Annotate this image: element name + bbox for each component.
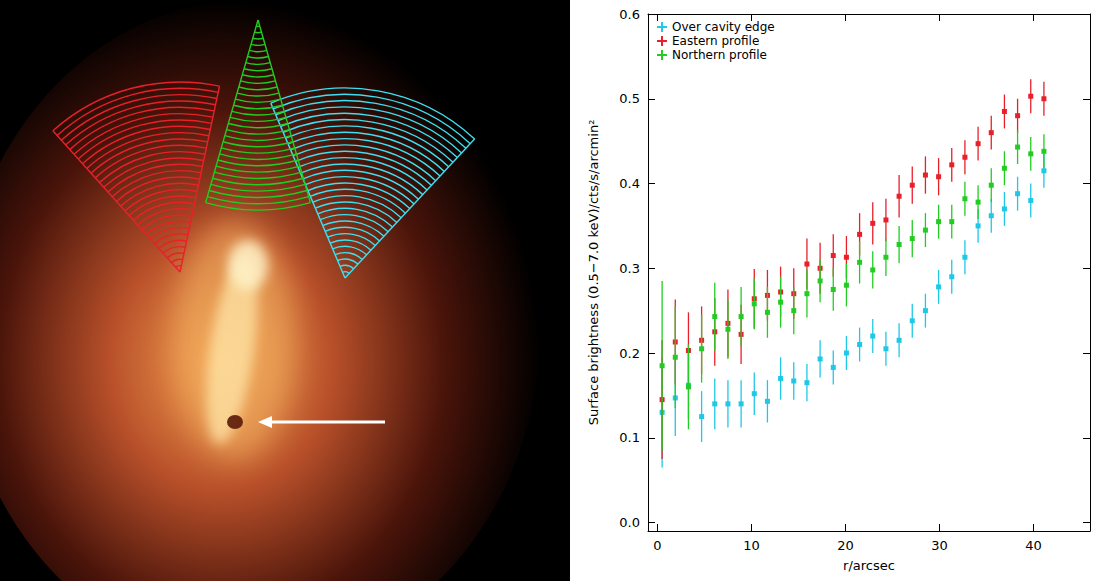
svg-text:40: 40 [1025, 538, 1042, 553]
svg-text:0.6: 0.6 [619, 7, 640, 22]
svg-text:Eastern profile: Eastern profile [672, 34, 759, 48]
svg-text:Over cavity edge: Over cavity edge [672, 20, 775, 34]
svg-text:Surface brightness (0.5−7.0 ke: Surface brightness (0.5−7.0 keV)/cts/s/a… [586, 120, 601, 426]
svg-text:0.4: 0.4 [619, 176, 640, 191]
svg-text:0.3: 0.3 [619, 261, 640, 276]
svg-text:0.5: 0.5 [619, 91, 640, 106]
svg-text:20: 20 [837, 538, 854, 553]
svg-text:0.2: 0.2 [619, 346, 640, 361]
svg-text:Northern profile: Northern profile [672, 48, 767, 62]
svg-text:r/arcsec: r/arcsec [843, 558, 895, 573]
svg-text:10: 10 [743, 538, 760, 553]
svg-text:0.1: 0.1 [619, 430, 640, 445]
svg-text:0: 0 [653, 538, 661, 553]
svg-text:30: 30 [931, 538, 948, 553]
svg-text:0.0: 0.0 [619, 515, 640, 530]
